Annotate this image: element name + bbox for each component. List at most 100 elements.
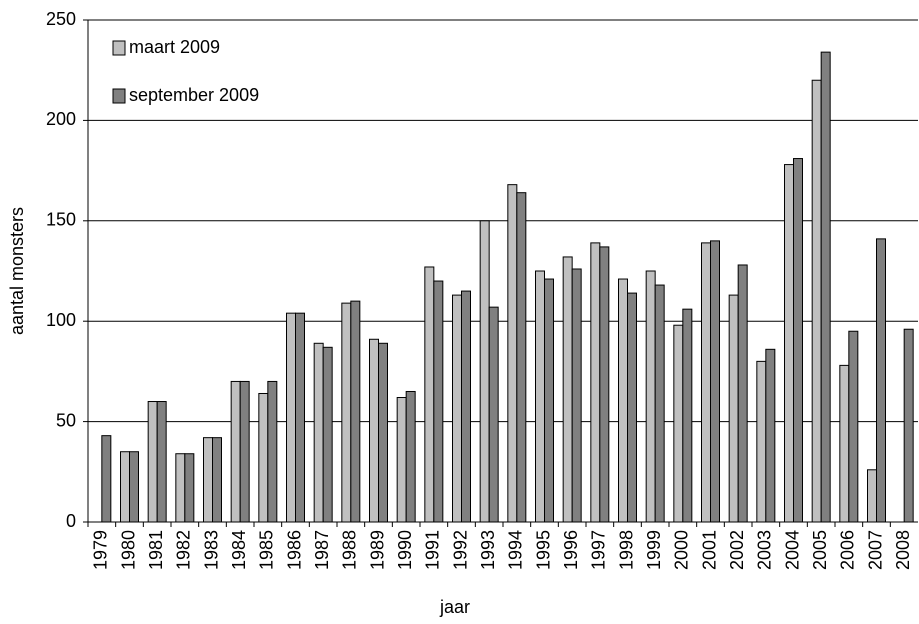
bar — [267, 380, 278, 523]
y-tick-label: 50 — [56, 410, 76, 430]
y-axis-label: aantal monsters — [7, 207, 27, 335]
x-tick-label: 1996 — [561, 530, 581, 570]
bar — [903, 328, 914, 523]
bar — [737, 264, 748, 523]
x-tick-label: 2001 — [699, 530, 719, 570]
bar — [627, 292, 637, 523]
bar — [120, 451, 130, 523]
bar — [147, 401, 158, 523]
x-tick-label: 2003 — [755, 530, 775, 570]
bar — [645, 270, 656, 523]
legend-label: september 2009 — [129, 85, 259, 105]
x-tick-label: 1992 — [450, 530, 470, 570]
x-tick-label: 1994 — [506, 530, 526, 570]
x-axis-label: jaar — [439, 597, 470, 617]
bar — [156, 401, 167, 523]
x-tick-label: 1995 — [533, 530, 553, 570]
x-tick-label: 2007 — [865, 530, 885, 570]
bar — [701, 242, 711, 523]
bar — [230, 380, 241, 523]
bar — [590, 242, 601, 523]
bar — [728, 294, 739, 523]
bar — [313, 342, 324, 523]
bar — [516, 192, 527, 523]
bar — [811, 79, 822, 523]
bar — [175, 453, 186, 523]
x-tick-label: 1997 — [589, 530, 609, 570]
bar — [405, 390, 416, 523]
y-tick-label: 250 — [46, 9, 76, 29]
bar — [765, 348, 776, 523]
bar — [654, 284, 665, 523]
x-tick-label: 2002 — [727, 530, 747, 570]
x-tick-label: 1990 — [395, 530, 415, 570]
x-tick-label: 2004 — [782, 530, 802, 570]
bar — [682, 308, 693, 523]
y-tick-label: 150 — [46, 210, 76, 230]
bar — [341, 302, 352, 523]
bar — [839, 364, 850, 523]
y-tick-label: 200 — [46, 109, 76, 129]
bar — [378, 342, 388, 523]
bar — [867, 469, 877, 523]
bar — [535, 270, 545, 523]
bar — [203, 437, 213, 523]
bar — [848, 330, 859, 523]
x-tick-label: 1999 — [644, 530, 664, 570]
bar — [369, 338, 379, 523]
x-tick-label: 1979 — [91, 530, 111, 570]
x-tick-label: 2000 — [672, 530, 692, 570]
x-tick-label: 1986 — [284, 530, 304, 570]
bar — [452, 294, 462, 523]
bar — [184, 453, 195, 523]
x-tick-label: 1991 — [423, 530, 443, 570]
bar — [479, 220, 490, 523]
x-tick-label: 1987 — [312, 530, 332, 570]
bar — [793, 158, 803, 523]
bar — [433, 280, 444, 523]
y-tick-label: 100 — [46, 310, 76, 330]
bar — [820, 51, 831, 523]
bar — [239, 380, 250, 523]
bar — [488, 306, 499, 523]
bar — [286, 312, 296, 523]
legend-label: maart 2009 — [129, 37, 220, 57]
bar — [396, 397, 407, 523]
bar — [784, 164, 794, 523]
x-tick-label: 1989 — [367, 530, 387, 570]
bar — [295, 312, 305, 523]
x-tick-label: 2008 — [893, 530, 913, 570]
legend-swatch — [112, 40, 126, 56]
x-tick-label: 1983 — [201, 530, 221, 570]
bar — [710, 240, 720, 523]
bar — [876, 238, 886, 523]
bar — [618, 278, 628, 523]
bar — [258, 392, 269, 523]
x-tick-label: 1993 — [478, 530, 498, 570]
bar — [673, 324, 684, 523]
bar — [756, 360, 767, 523]
y-tick-label: 0 — [66, 511, 76, 531]
bar — [424, 266, 435, 523]
x-tick-label: 1980 — [118, 530, 138, 570]
bar — [562, 256, 573, 523]
bar — [461, 290, 471, 523]
bar — [129, 451, 139, 523]
bar — [599, 246, 610, 523]
bar — [350, 300, 361, 523]
bar — [507, 184, 518, 523]
bar — [571, 268, 582, 523]
x-tick-label: 1985 — [257, 530, 277, 570]
x-tick-label: 1982 — [174, 530, 194, 570]
bar — [544, 278, 554, 523]
x-tick-label: 1998 — [616, 530, 636, 570]
x-tick-label: 1988 — [340, 530, 360, 570]
x-tick-label: 2006 — [838, 530, 858, 570]
bar — [101, 435, 112, 523]
bar — [322, 346, 333, 523]
x-tick-label: 2005 — [810, 530, 830, 570]
x-tick-label: 1981 — [146, 530, 166, 570]
legend-swatch — [112, 88, 126, 104]
x-tick-label: 1984 — [229, 530, 249, 570]
